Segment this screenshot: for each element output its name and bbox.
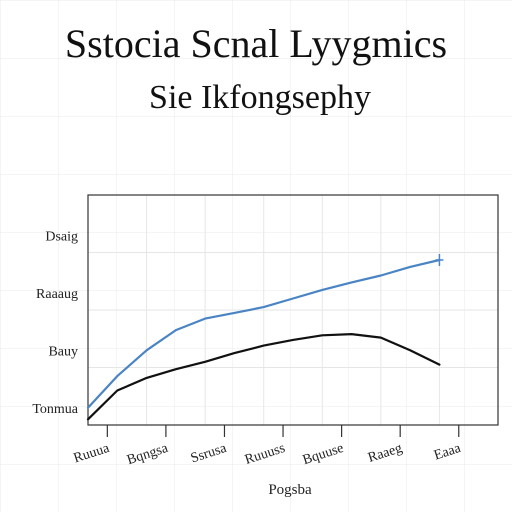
y-tick-label: Raaaug — [36, 287, 78, 302]
x-tick-label: Ruuua — [72, 441, 112, 467]
y-tick-label: Dsaig — [45, 229, 78, 244]
series-2-line — [86, 333, 441, 421]
x-tick-label: Raaeg — [366, 441, 404, 466]
x-axis-label: Pogsba — [268, 482, 312, 498]
chart-subtitle: Sie Ikfongsephy — [149, 79, 371, 116]
x-axis-ticks: Ruuua Bqngsa Ssrusa Ruuuss Bquuse Raaeg Eaaa — [72, 425, 463, 468]
y-axis-ticks: Tonmua Bauy Raaaug Dsaig — [32, 229, 78, 417]
series-lines — [86, 253, 444, 421]
chart-title: Sstocia Scnal Lyygmics — [64, 21, 448, 66]
series-1-line — [86, 258, 441, 409]
x-tick-label: Bqngsa — [125, 441, 170, 468]
y-tick-label: Tonmua — [32, 402, 78, 417]
grid-lines — [88, 195, 498, 425]
x-tick-label: Bquuse — [301, 441, 346, 468]
x-tick-label: Ssrusa — [189, 441, 229, 467]
y-tick-label: Bauy — [48, 344, 78, 359]
plot-area-frame — [87, 194, 499, 426]
x-tick-label: Ruuuss — [243, 441, 287, 468]
x-tick-label: Eaaa — [432, 441, 463, 464]
